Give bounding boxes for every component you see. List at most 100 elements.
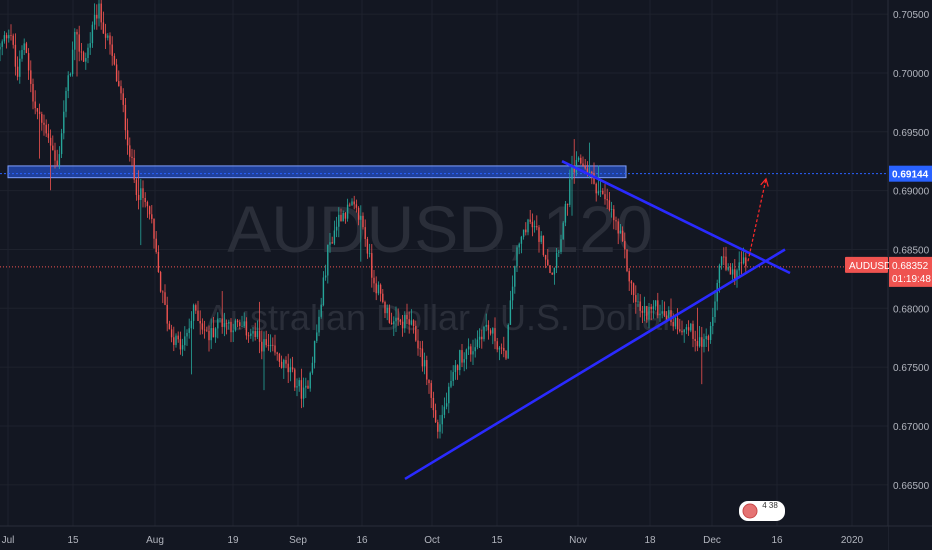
candle-body (390, 322, 393, 325)
candle-body (300, 380, 303, 399)
candle-body (135, 179, 138, 195)
candle-body (87, 47, 89, 59)
candle-body (78, 34, 80, 52)
candle-body (111, 44, 113, 56)
candle-body (511, 286, 514, 301)
watermark-symbol: AUDUSD, 120 (227, 192, 653, 266)
candle-body (309, 372, 311, 389)
candle-body (69, 74, 72, 76)
candle-body (298, 380, 300, 387)
bottom-toolbar-icon[interactable]: 4 38 (739, 501, 785, 521)
candle-body (140, 188, 142, 200)
candle-body (683, 329, 685, 333)
candle-body (558, 251, 560, 253)
candle-body (575, 159, 578, 173)
candle-body (408, 319, 410, 325)
candle-body (507, 324, 509, 359)
candle-body (734, 269, 736, 280)
candle-body (239, 322, 241, 326)
candle-body (613, 209, 615, 221)
candle-body (459, 350, 461, 371)
candle-body (228, 321, 230, 324)
candle-body (186, 332, 188, 337)
current-price-label: 0.68352 (892, 261, 929, 272)
candle-body (214, 328, 217, 338)
candle-body (492, 328, 494, 334)
resistance-zone-layer (0, 165, 888, 268)
candle-body (412, 320, 415, 327)
candle-body (723, 256, 725, 258)
candle-body (256, 331, 259, 337)
x-tick-label: Jul (2, 535, 15, 546)
candle-body (632, 283, 635, 296)
x-tick-label: Sep (289, 535, 307, 546)
candle-body (305, 385, 307, 388)
candle-body (14, 44, 17, 67)
candle-body (157, 251, 160, 272)
candle-body (606, 199, 608, 201)
candle-body (45, 124, 47, 134)
symbol-tag-label: AUDUSD (849, 261, 891, 272)
candle-body (586, 168, 589, 175)
candle-body (630, 281, 633, 284)
candle-body (223, 323, 226, 327)
candle-body (681, 330, 683, 333)
candle-body (168, 323, 171, 330)
candle-body (421, 348, 424, 367)
countdown-label: 01:19:48 (892, 274, 931, 285)
candle-body (461, 350, 463, 363)
candle-body (580, 157, 582, 164)
candle-body (219, 318, 221, 320)
target-price-label: 0.69144 (892, 170, 929, 181)
candle-body (192, 305, 195, 321)
candle-body (278, 353, 281, 362)
candle-body (254, 331, 256, 337)
candle-body (582, 163, 584, 166)
candle-body (503, 347, 505, 351)
y-tick-label: 0.68500 (893, 245, 930, 256)
candle-body (529, 219, 531, 222)
candle-body (441, 414, 443, 425)
candle-body (25, 43, 28, 54)
candle-body (0, 46, 1, 50)
candle-body (199, 320, 201, 324)
candle-body (712, 317, 714, 327)
candle-body (232, 330, 234, 333)
drawings (404, 160, 791, 481)
x-tick-label: 16 (356, 535, 368, 546)
candle-body (89, 43, 91, 48)
candle-body (483, 326, 485, 340)
candle-body (166, 304, 168, 324)
candle-body (346, 204, 349, 219)
candle-body (373, 277, 375, 284)
watermark-description: Australian Dollar / U.S. Dollar (206, 297, 674, 338)
candle-body (21, 49, 23, 59)
candle-body (597, 191, 600, 194)
candle-body (566, 203, 569, 205)
candle-body (663, 311, 666, 316)
candle-body (448, 386, 450, 404)
candle-body (80, 51, 83, 53)
candle-body (393, 321, 395, 325)
candle-body (729, 267, 732, 275)
candle-body (443, 406, 446, 415)
candle-body (322, 277, 325, 305)
current-price-tag (889, 256, 932, 287)
candle-body (635, 295, 637, 303)
candle-body (485, 324, 487, 327)
candle-body (236, 320, 239, 323)
candle-body (276, 352, 278, 354)
candle-body (718, 265, 721, 283)
candle-body (377, 284, 380, 294)
candle-body (360, 215, 362, 220)
candle-body (595, 183, 597, 194)
candle-body (217, 318, 219, 329)
candle-body (206, 330, 208, 332)
candle-body (382, 293, 384, 303)
candle-body (320, 304, 322, 317)
candle-body (351, 201, 353, 206)
candle-body (296, 386, 298, 388)
candle-body (208, 330, 210, 341)
candle-body (184, 336, 186, 346)
